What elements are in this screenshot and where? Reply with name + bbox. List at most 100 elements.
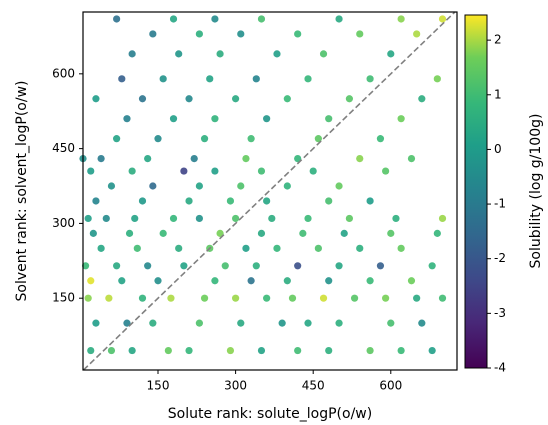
- x-tick-label: 150: [147, 379, 170, 393]
- point: [433, 229, 441, 237]
- point: [314, 244, 322, 252]
- point: [169, 115, 178, 123]
- point: [294, 30, 302, 38]
- point: [131, 214, 139, 223]
- point: [216, 50, 224, 58]
- point: [438, 294, 447, 302]
- point: [211, 15, 219, 23]
- point: [397, 346, 405, 355]
- point: [87, 346, 95, 355]
- point: [366, 346, 374, 355]
- point: [387, 229, 395, 237]
- point: [242, 244, 250, 252]
- point: [428, 346, 436, 355]
- point: [294, 154, 302, 163]
- point: [128, 346, 136, 355]
- point: [149, 182, 157, 190]
- point: [169, 15, 178, 23]
- point: [252, 75, 260, 83]
- point: [180, 262, 188, 270]
- point: [273, 50, 281, 58]
- point: [418, 319, 426, 327]
- point: [382, 167, 390, 175]
- point: [433, 75, 441, 83]
- point: [283, 95, 291, 103]
- point: [89, 229, 97, 237]
- point: [221, 262, 229, 270]
- point: [211, 115, 219, 123]
- y-tick-label: 150: [52, 291, 75, 305]
- point: [340, 229, 348, 237]
- point: [335, 262, 343, 270]
- point: [81, 262, 90, 270]
- point: [325, 346, 333, 355]
- identity-line: [82, 11, 456, 371]
- point: [107, 182, 116, 190]
- point: [211, 277, 219, 285]
- point: [335, 182, 343, 190]
- point: [413, 30, 421, 38]
- point: [366, 75, 374, 83]
- point: [438, 15, 447, 23]
- point: [190, 154, 198, 163]
- point: [257, 346, 266, 355]
- point: [159, 229, 167, 237]
- point: [133, 244, 141, 252]
- point: [283, 182, 291, 190]
- point: [237, 182, 245, 190]
- point: [418, 95, 426, 103]
- point: [366, 197, 374, 205]
- colorbar-title: Solubility (log g/100g): [528, 114, 544, 269]
- plot-frame: [82, 11, 458, 371]
- point: [105, 294, 113, 302]
- point: [319, 294, 328, 302]
- point: [206, 75, 214, 83]
- point: [92, 319, 100, 327]
- point: [309, 167, 317, 175]
- point: [263, 294, 271, 302]
- point: [242, 154, 250, 163]
- point: [154, 277, 162, 285]
- point: [257, 229, 266, 237]
- point: [376, 135, 385, 143]
- point: [397, 244, 405, 252]
- point: [382, 294, 390, 302]
- point: [211, 167, 219, 175]
- colorbar-tick-label: -2: [494, 251, 506, 265]
- y-tick-label: 450: [52, 141, 75, 155]
- x-tick-label: 300: [224, 379, 247, 393]
- point: [335, 15, 343, 23]
- point: [180, 167, 188, 175]
- point: [125, 229, 134, 237]
- point: [118, 75, 126, 83]
- point: [237, 319, 245, 327]
- point: [428, 262, 436, 270]
- x-tick-label: 600: [379, 379, 402, 393]
- point: [273, 244, 281, 252]
- point: [113, 135, 121, 143]
- point: [345, 214, 354, 223]
- point: [283, 277, 291, 285]
- colorbar-tick-label: 2: [494, 33, 502, 47]
- point: [185, 95, 193, 103]
- point: [366, 277, 374, 285]
- point: [84, 214, 92, 223]
- point: [325, 277, 333, 285]
- point: [438, 214, 447, 223]
- point: [138, 197, 147, 205]
- point: [97, 244, 105, 252]
- point: [87, 277, 95, 285]
- point: [356, 154, 364, 163]
- point: [175, 244, 183, 252]
- point: [138, 294, 147, 302]
- x-axis-title: Solute rank: solute_logP(o/w): [168, 406, 372, 422]
- point: [175, 50, 183, 58]
- point: [123, 319, 131, 327]
- point: [84, 294, 92, 302]
- point: [123, 115, 131, 123]
- point: [102, 214, 110, 223]
- point: [268, 214, 276, 223]
- point: [169, 214, 178, 223]
- colorbar: [464, 14, 488, 369]
- point: [397, 15, 405, 23]
